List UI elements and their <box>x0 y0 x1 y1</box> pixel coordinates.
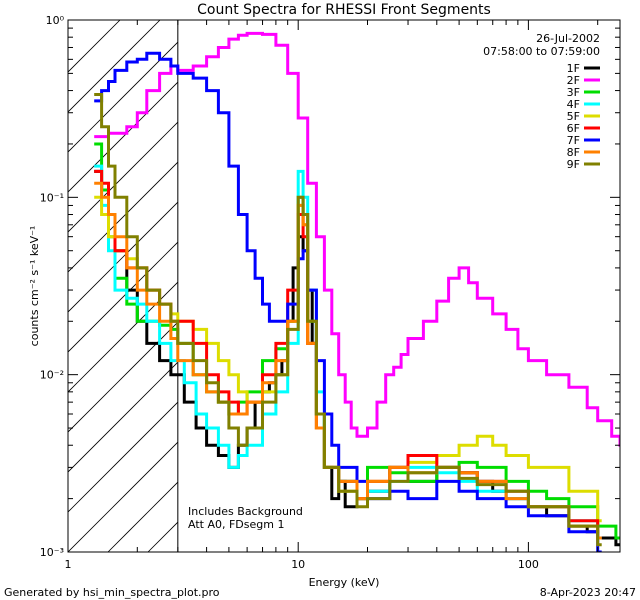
chart-date: 26-Jul-2002 <box>536 32 600 45</box>
y-axis-label: counts cm⁻² s⁻¹ keV⁻¹ <box>28 226 41 347</box>
hatch-line <box>68 81 178 193</box>
x-tick-label: 1 <box>65 558 72 571</box>
series-layer <box>94 20 620 552</box>
hatch-line <box>68 41 178 153</box>
hatch-line <box>68 241 178 353</box>
legend-label-6f: 6F <box>567 122 580 135</box>
y-tick-label: 10⁻² <box>40 369 64 382</box>
hatch-line <box>68 401 178 513</box>
footer-generated-by: Generated by hsi_min_spectra_plot.pro <box>4 586 220 599</box>
annotation-background: Includes Background <box>188 505 303 518</box>
legend-label-3f: 3F <box>567 86 580 99</box>
hatch-line <box>68 441 178 552</box>
plot-frame <box>67 19 621 553</box>
chart-time-range: 07:58:00 to 07:59:00 <box>483 45 600 58</box>
y-tick-label: 10⁻³ <box>40 546 64 559</box>
series-line-1f <box>94 169 620 547</box>
hatch-line <box>468 0 640 552</box>
legend-label-8f: 8F <box>567 146 580 159</box>
footer-timestamp: 8-Apr-2023 20:47 <box>540 586 636 599</box>
hatch-line <box>107 481 178 552</box>
x-tick-label: 10 <box>291 558 305 571</box>
x-axis-label: Energy (keV) <box>309 576 380 589</box>
hatch-line <box>68 20 161 113</box>
y-tick-label: 10⁰ <box>46 14 65 27</box>
y-tick-label: 10⁻¹ <box>40 191 64 204</box>
hatch-line <box>68 201 178 313</box>
legend-label-5f: 5F <box>567 110 580 123</box>
hatch-line <box>68 321 178 433</box>
legend-label-7f: 7F <box>567 134 580 147</box>
hatch-line <box>68 361 178 473</box>
series-line-9f <box>94 93 602 547</box>
annotation-attenuator: Att A0, FDsegm 1 <box>188 518 284 531</box>
hatch-line <box>68 161 178 273</box>
hatch-line <box>68 20 121 73</box>
hatch-line <box>348 0 640 552</box>
legend-label-1f: 1F <box>567 62 580 75</box>
legend-label-4f: 4F <box>567 98 580 111</box>
hatched-region <box>68 0 640 552</box>
series-line-2f <box>94 31 620 447</box>
hatch-line <box>388 0 640 552</box>
x-tick-label: 100 <box>518 558 539 571</box>
legend-label-9f: 9F <box>567 158 580 171</box>
tick-layer: 1 10 100 10⁰ 10⁻¹ 10⁻² 10⁻³ <box>40 14 620 571</box>
chart-title: Count Spectra for RHESSI Front Segments <box>197 2 491 18</box>
hatch-line <box>68 121 178 233</box>
legend-label-2f: 2F <box>567 74 580 87</box>
